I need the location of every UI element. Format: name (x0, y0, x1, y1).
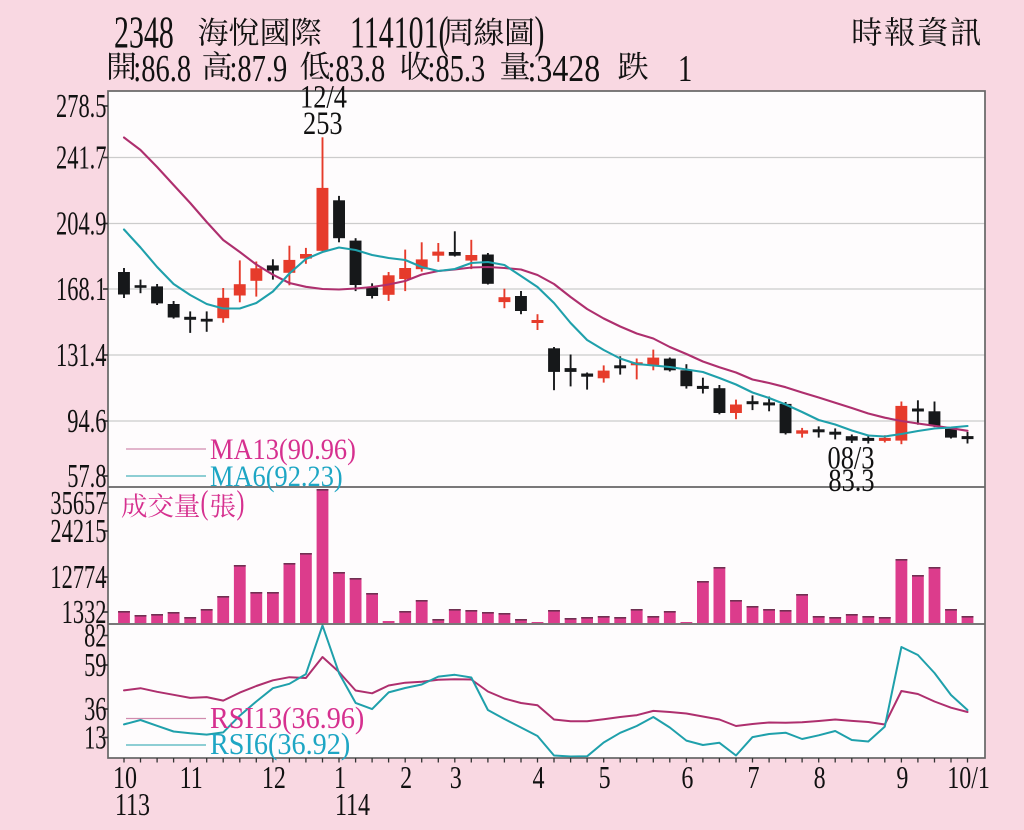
svg-text:MA13(90.96): MA13(90.96) (210, 434, 356, 467)
svg-text:94.6: 94.6 (67, 403, 106, 441)
svg-text:204.9: 204.9 (56, 205, 106, 243)
svg-text:83.3: 83.3 (828, 462, 874, 498)
svg-text:1332: 1332 (62, 594, 107, 632)
svg-text:35657: 35657 (50, 485, 106, 523)
svg-text:57.8: 57.8 (67, 458, 106, 496)
svg-text:): ) (237, 485, 245, 522)
svg-text:12/4: 12/4 (300, 79, 347, 115)
svg-text:3: 3 (450, 761, 462, 796)
svg-text:2: 2 (400, 761, 412, 796)
svg-text:(: ( (201, 485, 209, 522)
svg-text:131.4: 131.4 (56, 337, 106, 375)
svg-text:12774: 12774 (50, 559, 106, 597)
svg-text:4: 4 (533, 761, 545, 796)
svg-text:5: 5 (599, 761, 611, 796)
svg-text:MA6(92.23): MA6(92.23) (210, 461, 343, 494)
svg-text:6: 6 (681, 761, 693, 796)
svg-text:114101(: 114101( (350, 7, 449, 58)
svg-text:RSI6(36.92): RSI6(36.92) (210, 728, 350, 761)
svg-text:241.7: 241.7 (56, 139, 106, 177)
svg-text:2348: 2348 (114, 7, 174, 58)
svg-text::86.8: :86.8 (133, 48, 191, 90)
svg-text::87.9: :87.9 (230, 48, 288, 90)
svg-text:36: 36 (84, 691, 106, 729)
svg-text:253: 253 (303, 105, 343, 141)
svg-text::3428: :3428 (528, 47, 601, 89)
svg-text:7: 7 (748, 761, 760, 796)
svg-text:59: 59 (84, 647, 106, 685)
svg-text:12: 12 (262, 761, 286, 796)
svg-text:82: 82 (84, 617, 106, 655)
svg-text:08/3: 08/3 (828, 440, 875, 476)
svg-text:9: 9 (896, 761, 908, 796)
svg-text:114: 114 (335, 788, 370, 823)
svg-text:13: 13 (84, 719, 106, 757)
svg-text:RSI13(36.96): RSI13(36.96) (210, 702, 364, 735)
svg-text:278.5: 278.5 (56, 88, 106, 126)
svg-text:10/1: 10/1 (947, 761, 990, 796)
svg-text:1: 1 (334, 761, 346, 796)
svg-text:8: 8 (814, 761, 826, 796)
svg-text::85.3: :85.3 (428, 48, 486, 90)
svg-text::83.8: :83.8 (328, 48, 386, 90)
svg-text:10: 10 (113, 761, 137, 796)
svg-text:168.1: 168.1 (56, 271, 106, 309)
svg-text:113: 113 (115, 788, 150, 823)
svg-text:): ) (535, 7, 545, 58)
svg-text:1: 1 (678, 48, 692, 90)
svg-text:11: 11 (180, 761, 203, 796)
svg-text:24215: 24215 (50, 513, 106, 551)
